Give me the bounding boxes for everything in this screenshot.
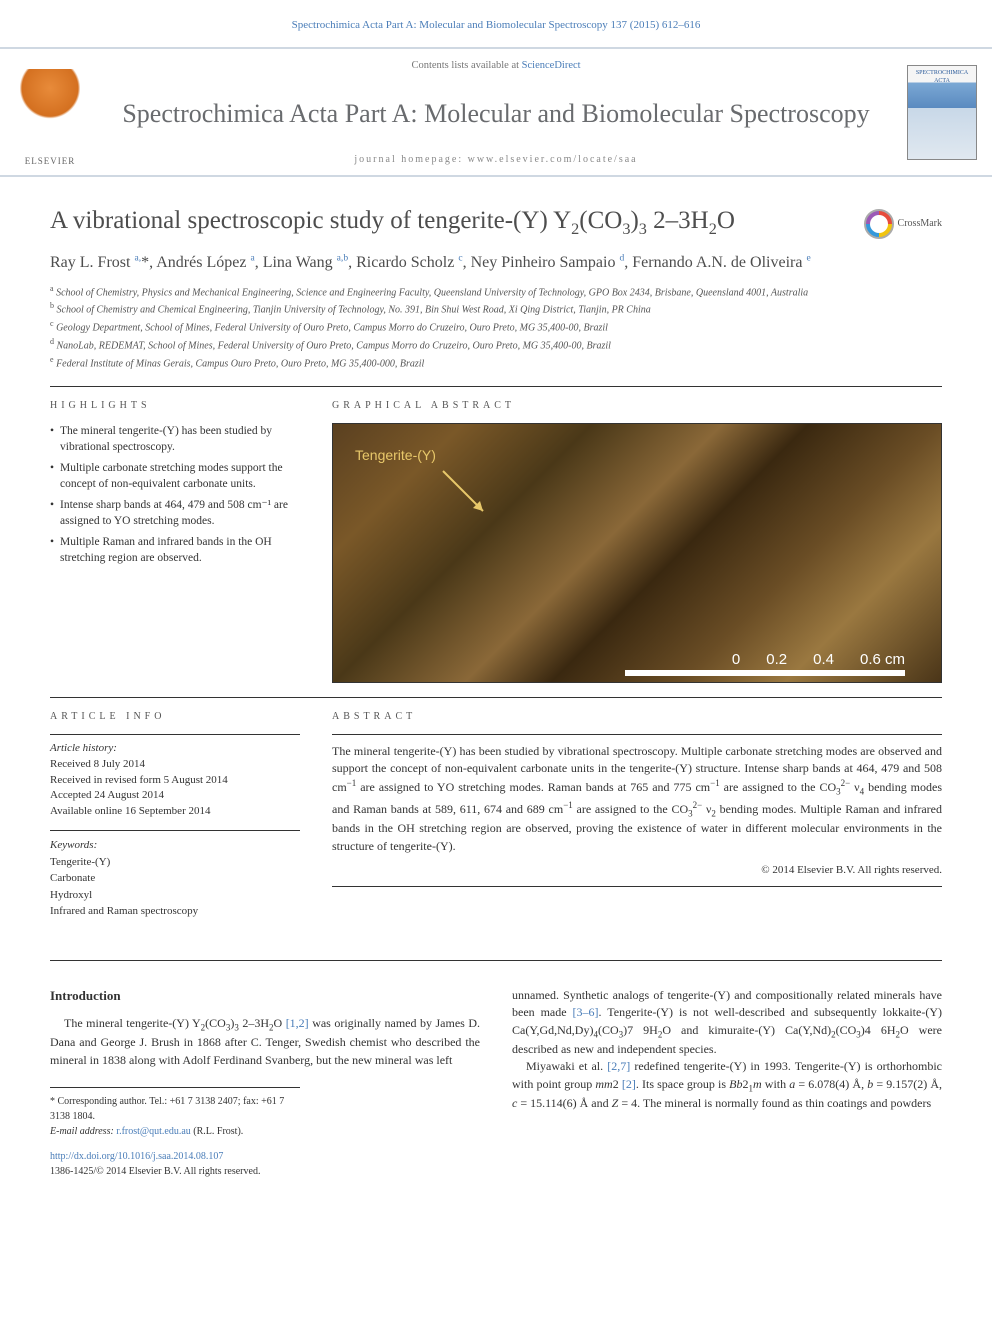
publisher-name: ELSEVIER (25, 155, 76, 168)
introduction-heading: Introduction (50, 987, 480, 1005)
affiliation-list: a School of Chemistry, Physics and Mecha… (50, 283, 942, 372)
accepted-date: Accepted 24 August 2014 (50, 788, 300, 804)
article-info-label: ARTICLE INFO (50, 710, 300, 724)
intro-paragraph: Miyawaki et al. [2,7] redefined tengerit… (512, 1058, 942, 1112)
cover-thumb-area: SPECTROCHIMICA ACTA (892, 49, 992, 175)
keyword-item: Infrared and Raman spectroscopy (50, 903, 300, 920)
affiliation-item: c Geology Department, School of Mines, F… (50, 318, 942, 336)
ga-sample-label: Tengerite-(Y) (355, 446, 436, 466)
highlights-label: HIGHLIGHTS (50, 399, 300, 413)
article-title: A vibrational spectroscopic study of ten… (50, 205, 848, 240)
copyright-line: © 2014 Elsevier B.V. All rights reserved… (332, 863, 942, 878)
journal-name: Spectrochimica Acta Part A: Molecular an… (110, 98, 882, 129)
online-date: Available online 16 September 2014 (50, 804, 300, 820)
highlight-item: Multiple carbonate stretching modes supp… (50, 460, 300, 492)
scale-tick: 0 (732, 649, 740, 670)
divider (50, 830, 300, 831)
homepage-prefix: journal homepage: (354, 154, 467, 165)
doi-link[interactable]: http://dx.doi.org/10.1016/j.saa.2014.08.… (50, 1151, 223, 1162)
ga-scale-labels: 0 0.2 0.4 0.6 cm (732, 649, 905, 670)
intro-paragraph: unnamed. Synthetic analogs of tengerite-… (512, 987, 942, 1059)
keyword-item: Tengerite-(Y) (50, 854, 300, 871)
divider (50, 697, 942, 698)
journal-homepage-line: journal homepage: www.elsevier.com/locat… (110, 153, 882, 167)
divider (50, 386, 942, 387)
corr-tel-fax: * Corresponding author. Tel.: +61 7 3138… (50, 1094, 300, 1124)
divider (332, 734, 942, 735)
abstract-text: The mineral tengerite-(Y) has been studi… (332, 743, 942, 855)
keywords-block: Keywords: Tengerite-(Y)CarbonateHydroxyl… (50, 837, 300, 920)
elsevier-tree-icon (15, 69, 85, 149)
highlight-item: The mineral tengerite-(Y) has been studi… (50, 423, 300, 455)
journal-homepage-url[interactable]: www.elsevier.com/locate/saa (468, 154, 638, 165)
contents-available-line: Contents lists available at ScienceDirec… (110, 59, 882, 74)
article-history-header: Article history: (50, 741, 300, 757)
scale-tick: 0.4 (813, 649, 834, 670)
crossmark-label: CrossMark (898, 217, 942, 231)
corr-email-suffix: (R.L. Frost). (191, 1126, 244, 1137)
crossmark-icon (864, 209, 894, 239)
doi-block: http://dx.doi.org/10.1016/j.saa.2014.08.… (50, 1149, 480, 1179)
scale-tick: 0.2 (766, 649, 787, 670)
article-history: Article history: Received 8 July 2014 Re… (50, 741, 300, 821)
journal-cover-thumbnail: SPECTROCHIMICA ACTA (907, 65, 977, 160)
divider (50, 960, 942, 961)
issn-copyright: 1386-1425/© 2014 Elsevier B.V. All right… (50, 1164, 480, 1179)
ga-scalebar (625, 670, 905, 676)
affiliation-item: b School of Chemistry and Chemical Engin… (50, 300, 942, 318)
keyword-item: Hydroxyl (50, 887, 300, 904)
highlights-list: The mineral tengerite-(Y) has been studi… (50, 423, 300, 567)
abstract-label: ABSTRACT (332, 710, 942, 724)
divider (50, 734, 300, 735)
affiliation-item: d NanoLab, REDEMAT, School of Mines, Fed… (50, 336, 942, 354)
revised-date: Received in revised form 5 August 2014 (50, 773, 300, 789)
divider (332, 886, 942, 887)
keyword-item: Carbonate (50, 870, 300, 887)
corr-email-link[interactable]: r.frost@qut.edu.au (116, 1126, 190, 1137)
email-label: E-mail address: (50, 1126, 116, 1137)
sciencedirect-link[interactable]: ScienceDirect (522, 60, 581, 71)
highlight-item: Intense sharp bands at 464, 479 and 508 … (50, 497, 300, 529)
graphical-abstract-label: GRAPHICAL ABSTRACT (332, 399, 942, 413)
top-citation: Spectrochimica Acta Part A: Molecular an… (0, 0, 992, 47)
corresponding-author-block: * Corresponding author. Tel.: +61 7 3138… (50, 1087, 300, 1139)
author-list: Ray L. Frost a,*, Andrés López a, Lina W… (50, 251, 942, 275)
highlight-item: Multiple Raman and infrared bands in the… (50, 534, 300, 566)
ga-arrow-icon (438, 466, 498, 526)
graphical-abstract-image: Tengerite-(Y) 0 0.2 0.4 0.6 cm (332, 423, 942, 683)
scale-tick: 0.6 cm (860, 649, 905, 670)
crossmark-badge[interactable]: CrossMark (864, 209, 942, 239)
publisher-logo-area: ELSEVIER (0, 49, 100, 175)
affiliation-item: a School of Chemistry, Physics and Mecha… (50, 283, 942, 301)
contents-prefix: Contents lists available at (411, 60, 521, 71)
affiliation-item: e Federal Institute of Minas Gerais, Cam… (50, 354, 942, 372)
intro-paragraph: The mineral tengerite-(Y) Y2(CO3)3 2–3H2… (50, 1015, 480, 1069)
keywords-header: Keywords: (50, 837, 300, 854)
journal-masthead: ELSEVIER Contents lists available at Sci… (0, 47, 992, 177)
received-date: Received 8 July 2014 (50, 757, 300, 773)
